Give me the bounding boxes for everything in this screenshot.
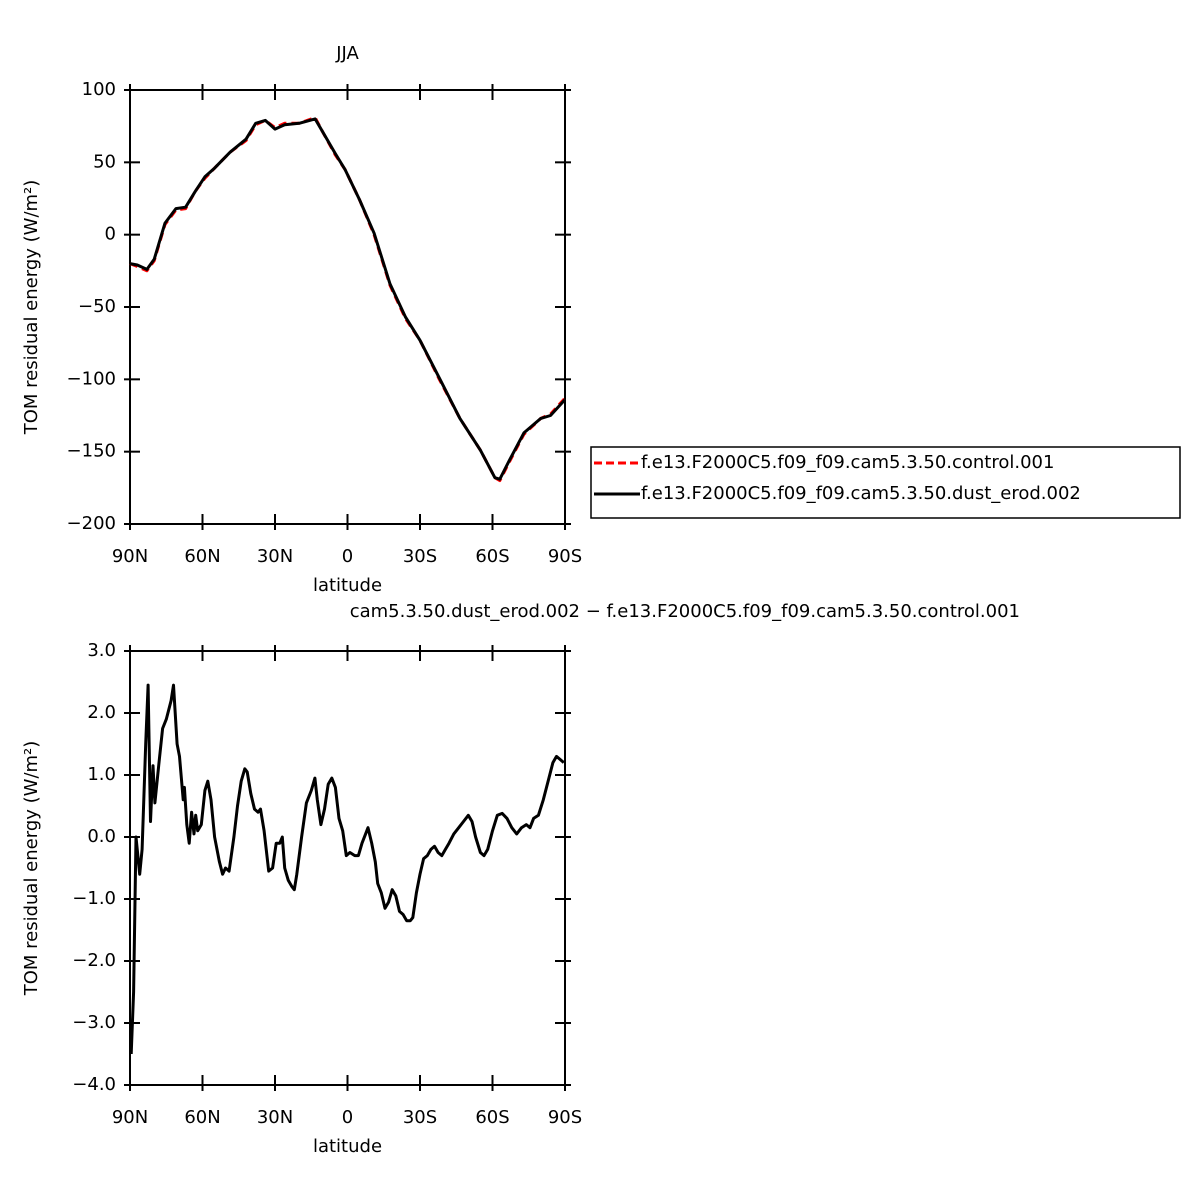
- x-axis-label: latitude: [313, 1136, 382, 1157]
- y-axis-label: TOM residual energy (W/m²): [21, 741, 42, 997]
- x-tick-label: 30N: [257, 1107, 293, 1128]
- chart-title: cam5.3.50.dust_erod.002 − f.e13.F2000C5.…: [350, 601, 1020, 622]
- x-axis-label: latitude: [313, 575, 382, 596]
- plot-frame: [129, 89, 566, 525]
- y-tick-label: −2.0: [72, 950, 116, 971]
- y-tick-label: 1.0: [87, 764, 116, 785]
- y-tick-label: −200: [67, 513, 116, 534]
- x-tick-label: 90N: [112, 546, 148, 567]
- y-tick-label: 0: [105, 224, 116, 245]
- y-tick-label: 50: [93, 151, 116, 172]
- y-tick-label: −4.0: [72, 1074, 116, 1095]
- x-tick-label: 90S: [548, 1107, 582, 1128]
- legend-label: f.e13.F2000C5.f09_f09.cam5.3.50.dust_ero…: [641, 483, 1081, 504]
- x-tick-label: 30S: [403, 1107, 437, 1128]
- legend-box: [590, 446, 1181, 519]
- x-tick-label: 60N: [184, 546, 220, 567]
- plot-frame: [129, 650, 566, 1086]
- x-tick-label: 0: [342, 546, 353, 567]
- y-tick-label: −3.0: [72, 1012, 116, 1033]
- y-tick-label: −150: [67, 441, 116, 462]
- y-tick-label: −50: [78, 296, 116, 317]
- y-tick-label: 0.0: [87, 826, 116, 847]
- y-tick-label: −1.0: [72, 888, 116, 909]
- x-tick-label: 30S: [403, 546, 437, 567]
- y-tick-label: 3.0: [87, 640, 116, 661]
- x-tick-label: 90N: [112, 1107, 148, 1128]
- x-tick-label: 60N: [184, 1107, 220, 1128]
- y-tick-label: −100: [67, 368, 116, 389]
- data-line: [129, 683, 565, 1055]
- y-axis-label: TOM residual energy (W/m²): [21, 180, 42, 436]
- data-line: [129, 117, 567, 481]
- x-tick-label: 90S: [548, 546, 582, 567]
- x-tick-label: 60S: [475, 1107, 509, 1128]
- x-tick-label: 30N: [257, 546, 293, 567]
- y-tick-label: 2.0: [87, 702, 116, 723]
- legend-label: f.e13.F2000C5.f09_f09.cam5.3.50.control.…: [641, 452, 1054, 473]
- y-tick-label: 100: [82, 79, 116, 100]
- x-tick-label: 60S: [475, 546, 509, 567]
- chart-title: JJA: [335, 43, 359, 64]
- x-tick-label: 0: [342, 1107, 353, 1128]
